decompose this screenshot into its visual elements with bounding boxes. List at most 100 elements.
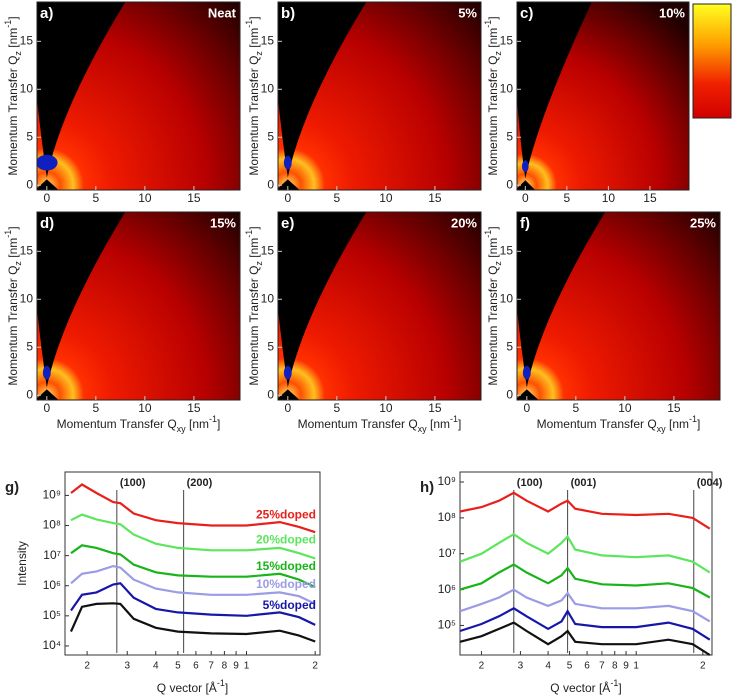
panel-label: f) [520,215,530,232]
x-tick-label: 10 [618,401,632,415]
sample-label: Neat [208,5,237,20]
x-axis-label-part: Q vector [Å [550,680,610,695]
y-axis-label-part: ] [247,226,261,229]
y-axis-label-part: ] [486,16,500,19]
y-tick-label: 10⁵ [43,608,61,622]
x-axis-label: Momentum Transfer Qxy [nm-1] [57,414,221,434]
y-axis-label-part: z [254,261,264,266]
y-tick-label: 5 [267,129,274,143]
beam-stop [37,154,58,171]
x-tick-label: 6 [193,661,199,672]
series-line [69,602,316,643]
x-tick-label: 0 [284,191,291,205]
beam-stop [42,365,51,380]
y-tick-label: 15 [500,33,514,47]
y-axis-label: Intensity [15,541,29,586]
annotation: (200) [187,477,213,489]
y-tick-label: 10 [261,81,275,95]
y-axis-label-part: [nm [6,238,20,261]
y-axis-label-part: Momentum Transfer Q [247,56,261,176]
y-tick-label: 5 [506,339,513,353]
x-tick-label: 5 [92,191,99,205]
y-tick-label: 10⁸ [438,510,456,524]
y-tick-label: 15 [261,243,275,257]
y-axis-label-part: -1 [3,230,13,238]
y-tick-label: 15 [261,33,275,47]
y-tick-label: 15 [20,33,34,47]
x-axis-label: Momentum Transfer Qxy [nm-1] [298,414,462,434]
y-axis-label-part: [nm [486,28,500,51]
x-tick-label: 10 [602,191,616,205]
x-tick-label: 5 [333,191,340,205]
sample-label: 5% [458,5,477,20]
x-tick-label: 10 [379,401,393,415]
sample-label: 15% [210,215,236,230]
frame [64,471,321,656]
x-axis-label-part: -1 [209,414,217,424]
y-axis-label-part: Momentum Transfer Q [6,266,20,386]
y-axis-label: Momentum Transfer Qz [nm-1] [3,16,23,175]
x-tick-label: 2 [700,661,706,672]
x-tick-label: 15 [428,401,442,415]
x-tick-label: 10 [138,401,152,415]
frame [277,1,482,191]
x-tick-label: 4 [153,661,159,672]
x-tick-label: 7 [599,661,605,672]
series-label: 10%doped [256,577,316,591]
y-tick-label: 0 [26,177,33,191]
beam-stop [283,365,292,380]
beam-stop [522,365,531,380]
y-axis-label: Momentum Transfer Qz [nm-1] [483,226,503,385]
x-tick-label: 10 [138,191,152,205]
series-line [459,491,711,530]
panel-label: h) [420,479,434,496]
y-tick-label: 10 [261,291,275,305]
frame [516,1,690,191]
y-axis-label-part: Momentum Transfer Q [486,56,500,176]
x-axis-label-part: [nm [666,417,689,431]
series-line [459,621,711,656]
x-axis-label-part: -1 [610,678,618,688]
y-axis-label-part: Momentum Transfer Q [247,266,261,386]
series-line [70,513,316,560]
x-tick-label: 5 [333,401,340,415]
x-tick-label: 5 [564,191,571,205]
y-axis-label-part: [nm [247,238,261,261]
x-tick-label: 0 [523,401,530,415]
y-axis-label-part: -1 [483,230,493,238]
series-line [70,564,316,605]
x-axis-label-part: ] [618,681,621,695]
y-axis-label-part: ] [6,16,20,19]
sample-label: 10% [659,5,685,20]
series-label: 15%doped [256,559,316,573]
x-tick-label: 9 [233,661,239,672]
annotation: (004) [697,477,723,489]
y-tick-label: 5 [26,339,33,353]
x-tick-label: 2 [312,661,318,672]
x-tick-label: 8 [222,661,228,672]
series-label: 25%doped [256,508,316,522]
x-tick-label: 3 [518,661,524,672]
missing-wedge [37,212,126,400]
panel-label: d) [40,215,54,232]
beam-stop [521,160,529,172]
series-line [459,532,711,574]
y-axis-label-part: ] [486,226,500,229]
series-line [459,607,711,641]
y-axis-label-part: z [254,51,264,56]
x-axis-label-part: ] [458,417,461,431]
y-tick-label: 10⁶ [43,578,61,592]
y-tick-label: 10⁹ [43,488,62,502]
x-axis-label-part: [nm [186,417,209,431]
missing-wedge [37,2,126,190]
annotation: (100) [517,477,543,489]
y-tick-label: 10⁶ [438,582,456,596]
x-tick-label: 2 [479,661,485,672]
x-tick-label: 5 [567,661,573,672]
y-tick-label: 0 [26,387,33,401]
annotation: (001) [571,477,597,489]
x-tick-label: 3 [124,661,130,672]
x-axis-label: Momentum Transfer Qxy [nm-1] [537,414,701,434]
missing-wedge [278,212,367,400]
heatmap [278,2,481,190]
